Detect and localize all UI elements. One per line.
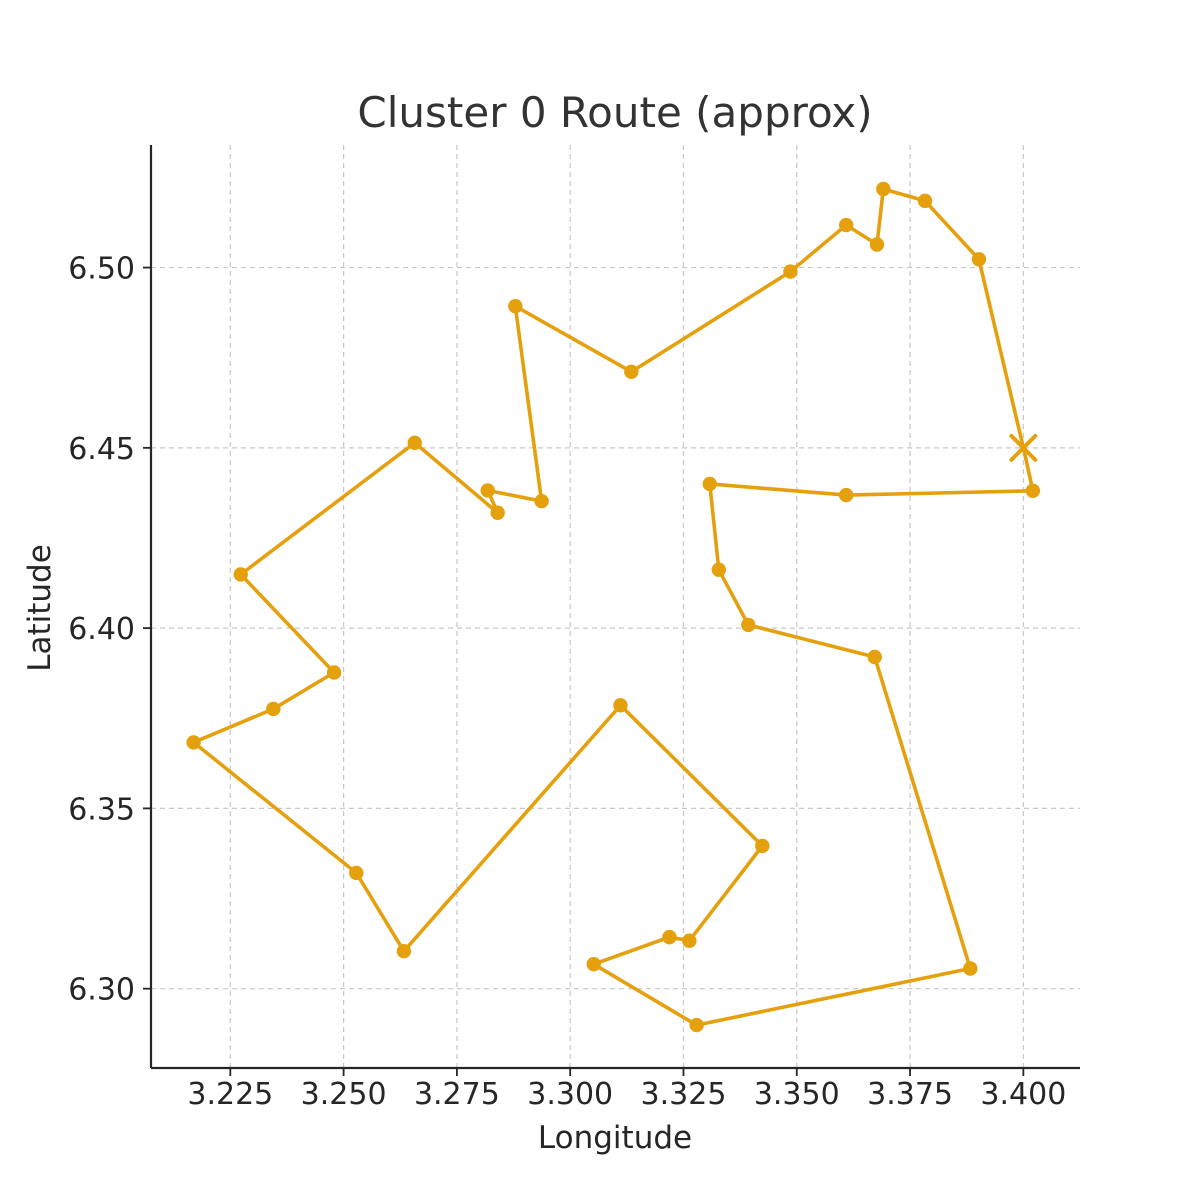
x-tick-label: 3.225 [187,1077,273,1112]
route-stop-point [963,961,978,976]
route-stop-point [480,483,495,498]
route-layer [186,181,1041,1033]
route-stop-point [869,237,885,252]
route-stop-point [613,698,628,713]
route-stop-point [838,217,854,233]
route-stop-point [867,649,882,665]
route-stop-point [917,193,933,209]
depot-marker-stroke [1009,433,1038,462]
y-tick-label: 6.50 [68,252,135,287]
x-axis-label: Longitude [538,1120,692,1156]
route-stop-point [508,298,523,314]
route-stop-point [186,735,201,750]
x-tick-label: 3.375 [867,1077,953,1112]
route-stop-point [266,701,281,717]
y-tick-label: 6.30 [68,973,135,1008]
route-stop-point [971,252,987,267]
route-stop-point [755,838,770,854]
route-stop-point [349,865,364,881]
route-line [191,187,1035,1027]
y-tick-label: 6.35 [68,792,135,827]
route-stop-point [783,264,798,279]
route-stop-point [233,567,248,582]
route-stop-point [689,1017,704,1033]
x-tick-label: 3.325 [641,1077,727,1112]
y-axis-label: Latitude [22,544,58,672]
route-stop-point [396,943,412,959]
route-stop-point [407,435,422,451]
axes: 3.225 3.250 3.275 3.300 3.325 3.350 3.375 3.400… [68,145,1080,1112]
route-stop-point [490,505,505,520]
route-stop-point [624,364,639,379]
route-stop-point [702,476,717,492]
route-stop-point [838,487,854,503]
grid [151,145,1080,1068]
route-stop-point [876,181,891,197]
x-tick-label: 3.400 [980,1077,1066,1112]
route-stop-point [1025,483,1041,498]
x-tick-label: 3.250 [301,1077,387,1112]
route-stop-point [741,617,756,633]
route-stop-point [586,956,601,972]
x-tick-label: 3.300 [527,1077,613,1112]
depot-marker [1009,433,1038,462]
x-tick-label: 3.275 [414,1077,500,1112]
y-tick-label: 6.40 [68,612,135,647]
route-stop-point [534,494,549,509]
route-stop-point [326,665,342,680]
y-tick-label: 6.45 [68,432,135,467]
route-stop-point [662,929,677,945]
route-stop-point [711,562,727,577]
route-stop-point [682,933,697,948]
chart-title: Cluster 0 Route (approx) [357,88,872,137]
x-tick-label: 3.350 [754,1077,840,1112]
